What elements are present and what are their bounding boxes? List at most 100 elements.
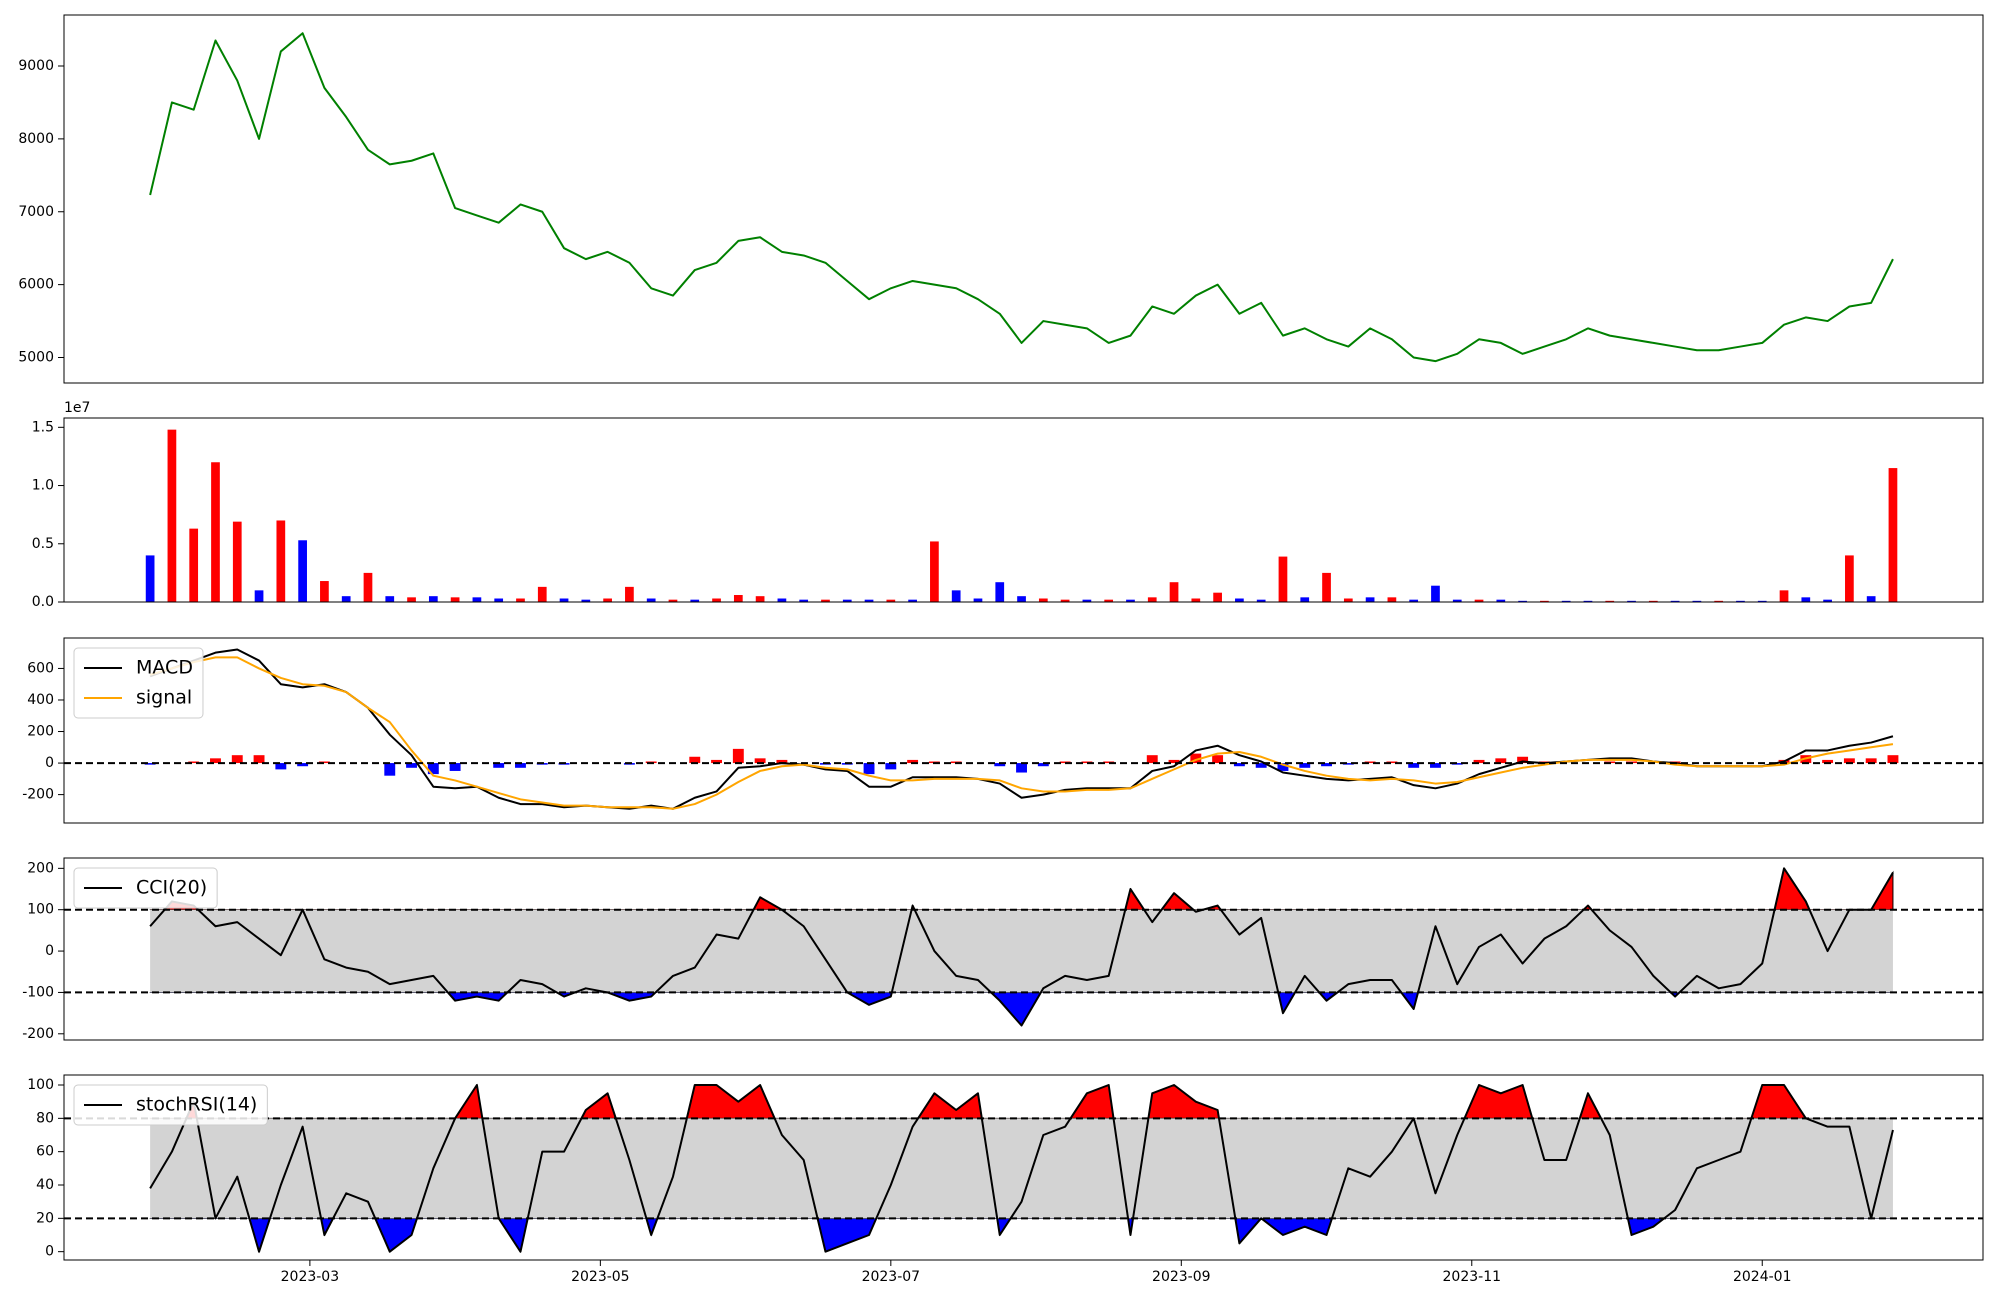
y-tick-label: 0 — [45, 755, 54, 771]
histogram-bar — [1081, 761, 1093, 764]
histogram-bar — [1233, 763, 1245, 767]
bar — [1191, 598, 1201, 602]
y-tick-label: 600 — [27, 660, 54, 676]
plot-area — [149, 32, 1894, 363]
bar — [1888, 468, 1898, 602]
histogram-bar — [776, 759, 788, 764]
bar — [385, 596, 395, 602]
x-tick-label: 2023-05 — [571, 1269, 630, 1285]
histogram-bar — [210, 758, 221, 764]
y-tick-label: 7000 — [18, 204, 54, 220]
y-tick-label: -100 — [22, 984, 54, 1000]
histogram-bar — [318, 761, 330, 764]
bar — [842, 599, 852, 602]
histogram-bar — [188, 761, 200, 764]
panel: 0 20 40 60 80 100 stochRSI(14) 2023-03 2023-05 20… — [27, 1074, 1984, 1285]
histogram-bar — [1168, 759, 1180, 764]
bar — [603, 598, 612, 602]
bar — [1648, 600, 1658, 602]
histogram-bar — [449, 763, 461, 771]
bar — [1736, 600, 1745, 602]
legend-label: signal — [136, 687, 192, 709]
legend-label: stochRSI(14) — [136, 1094, 257, 1116]
bar — [341, 596, 351, 602]
bar — [276, 520, 286, 602]
histogram-bar — [907, 759, 919, 764]
bar — [1300, 597, 1310, 602]
bar — [494, 598, 504, 602]
histogram-bar — [1146, 755, 1158, 764]
legend-label: CCI(20) — [136, 877, 207, 899]
bar — [189, 528, 199, 602]
panel-background — [64, 638, 1983, 823]
histogram-bar — [1430, 763, 1441, 768]
histogram-bar — [515, 763, 526, 768]
bar — [712, 598, 721, 602]
histogram-bar — [1843, 758, 1855, 764]
bar — [1866, 596, 1876, 602]
bar — [232, 521, 242, 602]
histogram-bar — [689, 756, 701, 764]
bar — [1017, 596, 1026, 602]
bar — [211, 462, 220, 602]
histogram-bar — [1408, 763, 1420, 768]
histogram-bar — [297, 763, 309, 767]
y-tick-label: -200 — [22, 1026, 54, 1042]
bar — [298, 540, 307, 602]
y-tick-label: 80 — [36, 1110, 54, 1126]
y-tick-label: 1.5 — [32, 419, 54, 435]
y-tick-label: 0 — [45, 943, 54, 959]
y-tick-label: 6000 — [18, 277, 54, 293]
series-line — [149, 656, 1894, 810]
bar — [581, 599, 591, 602]
legend-box — [73, 867, 218, 909]
bar — [1714, 600, 1724, 602]
bar — [1213, 592, 1222, 602]
histogram-bar — [1865, 758, 1877, 764]
y-tick-label: 100 — [27, 902, 54, 918]
bar — [167, 429, 177, 602]
bar — [1540, 600, 1549, 602]
bar — [690, 599, 700, 602]
bar — [537, 586, 547, 602]
y-tick-label: 200 — [27, 860, 54, 876]
bar — [559, 598, 569, 602]
bar — [777, 598, 787, 602]
y-tick-label: 1.0 — [32, 478, 54, 494]
series-line — [149, 32, 1894, 363]
bar — [1322, 572, 1331, 602]
bar — [799, 599, 809, 602]
x-tick-label: 2023-09 — [1152, 1269, 1211, 1285]
plot-area — [64, 867, 1983, 1027]
histogram-bar — [1386, 761, 1398, 764]
panel: 0.0 0.5 1.0 1.5 1e7 — [32, 400, 1984, 610]
bar — [1692, 600, 1702, 602]
histogram-bar — [493, 763, 505, 768]
plot-area — [64, 1083, 1983, 1254]
bar — [668, 599, 678, 602]
panel-frame — [63, 14, 1984, 384]
histogram-bar — [253, 755, 265, 764]
y-tick-label: 20 — [36, 1210, 54, 1226]
histogram-bar — [1495, 758, 1507, 764]
histogram-bar — [231, 755, 243, 764]
bar — [1082, 599, 1092, 602]
histogram-bar — [1822, 759, 1834, 764]
histogram-bar — [1473, 759, 1485, 764]
bar — [1779, 590, 1789, 602]
series-line — [149, 648, 1894, 810]
panel-frame — [63, 857, 1984, 1041]
bar — [1169, 582, 1179, 602]
bar — [1147, 597, 1157, 602]
histogram-bar — [427, 763, 439, 775]
y-tick-label: 0.5 — [32, 536, 54, 552]
histogram-bar — [754, 758, 766, 764]
y-tick-label: 8000 — [18, 131, 54, 147]
bar — [1038, 598, 1048, 602]
histogram-bar — [1212, 755, 1224, 764]
histogram-bar — [1299, 763, 1311, 768]
bar — [1256, 599, 1266, 602]
bar — [1126, 599, 1135, 602]
bar — [472, 597, 482, 602]
